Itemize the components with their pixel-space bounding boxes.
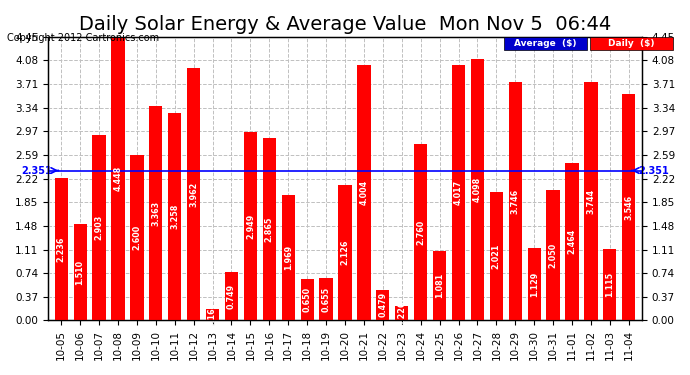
Text: 2.126: 2.126 [340, 240, 350, 265]
FancyBboxPatch shape [590, 37, 673, 50]
Bar [622, 94, 635, 320]
Bar [338, 185, 352, 320]
FancyBboxPatch shape [504, 37, 586, 50]
Text: 0.226: 0.226 [397, 300, 406, 326]
Text: 4.017: 4.017 [454, 180, 463, 205]
Bar [395, 306, 408, 320]
Bar [546, 190, 560, 320]
Text: 0.650: 0.650 [303, 287, 312, 312]
Text: 0.749: 0.749 [227, 284, 236, 309]
Text: 4.098: 4.098 [473, 177, 482, 203]
Text: 0.479: 0.479 [378, 292, 387, 318]
Text: 2.351: 2.351 [638, 165, 669, 176]
Bar [603, 249, 616, 320]
Text: 2.021: 2.021 [492, 243, 501, 268]
Bar [357, 65, 371, 320]
Text: 3.258: 3.258 [170, 204, 179, 229]
Bar [55, 178, 68, 320]
Bar [244, 132, 257, 320]
Bar [528, 248, 541, 320]
Bar [263, 138, 276, 320]
Text: 2.600: 2.600 [132, 225, 141, 250]
Bar [565, 164, 579, 320]
Text: 2.949: 2.949 [246, 214, 255, 239]
Bar [168, 113, 181, 320]
Bar [433, 251, 446, 320]
Text: Average  ($): Average ($) [514, 39, 576, 48]
Bar [376, 290, 389, 320]
Text: 2.760: 2.760 [416, 220, 425, 245]
Text: 1.969: 1.969 [284, 245, 293, 270]
Title: Daily Solar Energy & Average Value  Mon Nov 5  06:44: Daily Solar Energy & Average Value Mon N… [79, 15, 611, 34]
Text: 2.464: 2.464 [568, 229, 577, 254]
Bar [282, 195, 295, 320]
Text: 4.004: 4.004 [359, 180, 368, 205]
Bar [149, 106, 162, 320]
Text: 3.744: 3.744 [586, 189, 595, 214]
Bar [225, 273, 238, 320]
Bar [471, 59, 484, 320]
Bar [206, 309, 219, 320]
Text: 4.448: 4.448 [113, 166, 122, 191]
Text: 0.169: 0.169 [208, 302, 217, 327]
Text: 2.236: 2.236 [57, 236, 66, 262]
Text: 1.115: 1.115 [605, 272, 614, 297]
Text: 2.351: 2.351 [21, 165, 52, 176]
Bar [452, 64, 465, 320]
Bar [130, 154, 144, 320]
Text: 1.129: 1.129 [530, 272, 539, 297]
Bar [490, 192, 503, 320]
Text: 1.510: 1.510 [76, 260, 85, 285]
Text: Daily  ($): Daily ($) [608, 39, 655, 48]
Text: 3.962: 3.962 [189, 182, 198, 207]
Text: 1.081: 1.081 [435, 273, 444, 298]
Bar [414, 144, 427, 320]
Text: 2.903: 2.903 [95, 215, 103, 240]
Text: 3.546: 3.546 [624, 195, 633, 220]
Text: 2.865: 2.865 [265, 216, 274, 242]
Bar [584, 82, 598, 320]
Bar [111, 37, 125, 320]
Text: 0.655: 0.655 [322, 287, 331, 312]
Bar [187, 68, 200, 320]
Text: 3.746: 3.746 [511, 188, 520, 213]
Text: Copyright 2012 Cartronics.com: Copyright 2012 Cartronics.com [7, 33, 159, 43]
Bar [319, 279, 333, 320]
Text: 2.050: 2.050 [549, 242, 558, 267]
Bar [92, 135, 106, 320]
Text: 3.363: 3.363 [151, 201, 160, 226]
Bar [301, 279, 314, 320]
Bar [74, 224, 87, 320]
Bar [509, 82, 522, 320]
